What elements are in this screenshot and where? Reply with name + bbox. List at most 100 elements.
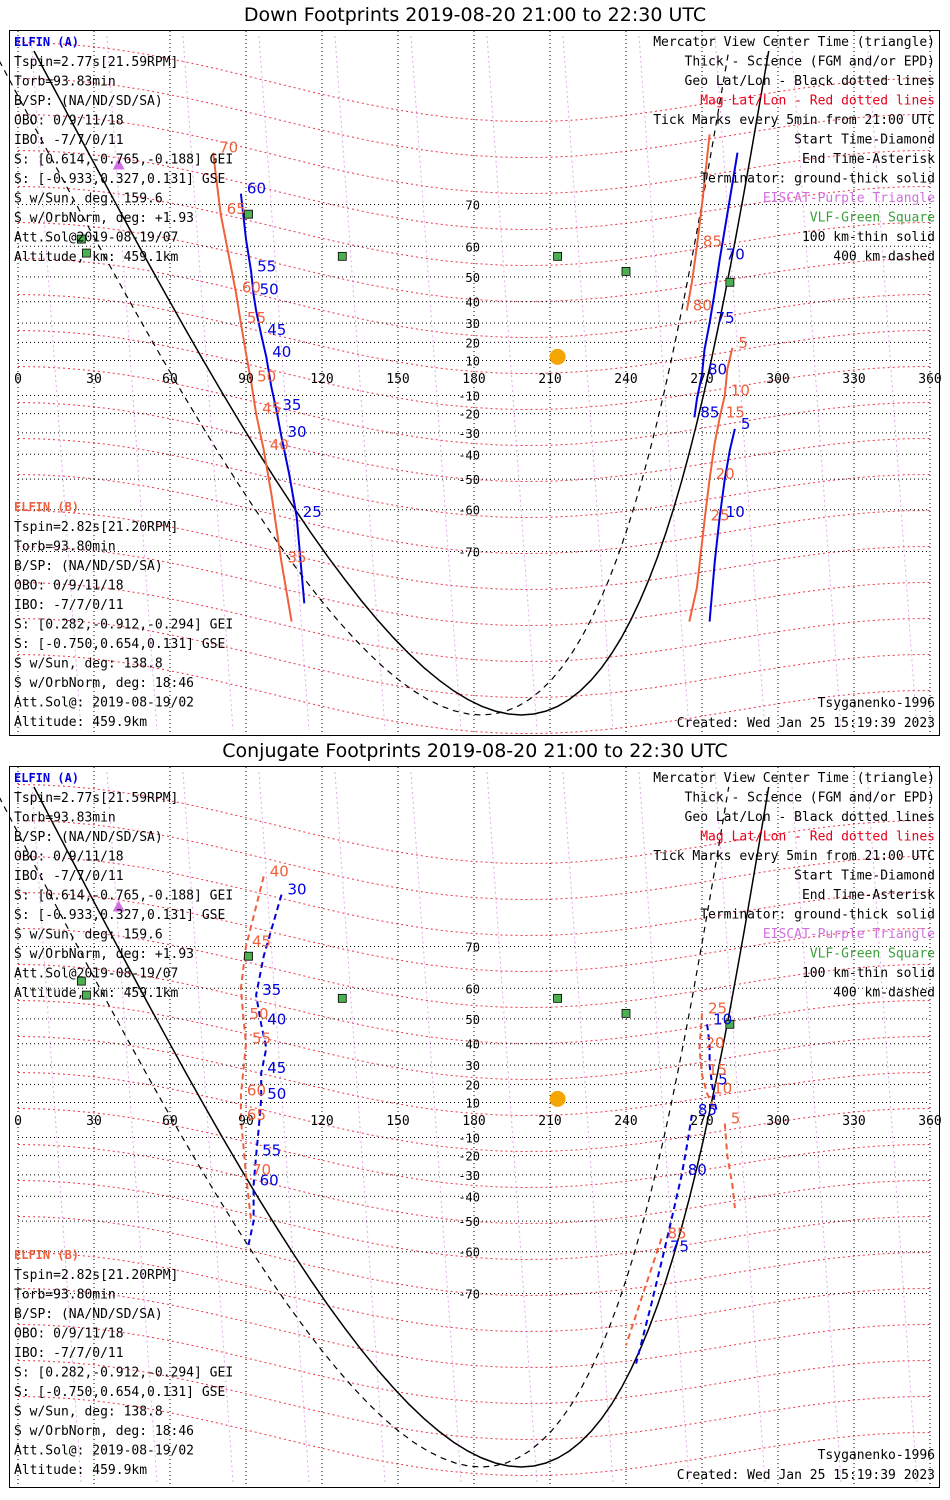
track-tick-label: 55 [257,257,276,275]
map-frame-down [9,30,940,736]
vlf-site-marker [337,251,347,261]
lon-tick-label: 90 [238,1114,254,1129]
model-label: Tsyganenko-1996 [818,1448,935,1463]
legend-entry: Terminator: ground-thick solid [700,172,935,187]
elfin-a-info-line: Tspin=2.77s[21.59RPM] [14,791,178,806]
elfin-a-info-line: S: [0.614,-0.765,-0.188] GEI [14,889,233,904]
vlf-site-marker [244,209,253,219]
track-tick-label: 15 [726,403,745,421]
track-tick-label: 45 [267,1059,286,1077]
elfin-b-label: ELFIN (B) [14,1248,79,1262]
lat-tick-label: -10 [458,390,480,404]
track-tick-label: 45 [267,321,286,339]
legend-entry: Start Time-Diamond [794,869,935,884]
mag-lon-line [562,35,614,731]
track-tick-label: 70 [726,245,745,263]
lat-tick-label: 30 [466,317,480,331]
elfin-a-info-line: B/SP: (NA/ND/SD/SA) [14,830,163,845]
vlf-site-marker [553,993,562,1003]
lat-tick-label: -60 [458,504,480,518]
elfin-b-info-line: B/SP: (NA/ND/SD/SA) [14,559,163,574]
elfin-a-info-line: S: [0.614,-0.765,-0.188] GEI [14,153,233,168]
legend-entry: 100 km-thin solid [802,230,935,245]
mag-lon-line [106,35,158,731]
track-tick-label: 55 [262,1142,281,1160]
legend-entry: Thick - Science (FGM and/or EPD) [685,55,935,70]
elfin-a-info-line: S w/Sun, deg: 159.6 [14,192,163,207]
lat-tick-label: -50 [458,1215,480,1229]
mag-lon-line [410,35,462,731]
eiscat-site-marker [112,900,125,912]
map-panel-1 [0,767,931,1487]
legend-entry: Tick Marks every 5min from 21:00 UTC [653,113,935,128]
track-tick-label: 55 [247,309,266,327]
elfin-a-info-line: S w/Sun, deg: 159.6 [14,928,163,943]
legend-entry: 400 km-dashed [833,986,935,1001]
track-tick-label: 5 [738,334,748,352]
track-tick-label: 10 [731,382,750,400]
track-tick-label: 25 [303,503,322,521]
footprint-track [723,1123,736,1209]
lat-tick-label: -60 [458,1246,480,1260]
lon-tick-label: 120 [310,1114,333,1129]
map-panel-0 [0,31,931,735]
mag-lon-line [790,771,842,1483]
mag-lon-line [562,771,614,1483]
elfin-b-info-line: Tspin=2.82s[21.20RPM] [14,520,178,535]
lon-tick-label: 240 [614,372,637,387]
legend-entry: 400 km-dashed [833,250,935,265]
eiscat-site-marker [112,158,125,170]
elfin-b-info-line: IBO: -7/7/0/11 [14,598,124,613]
elfin-a-label: ELFIN (A) [14,771,79,785]
legend-entry: End Time-Asterisk [802,152,935,167]
vlf-site-marker [82,990,91,1000]
track-tick-label: 30 [287,423,306,441]
track-tick-label: 25 [711,507,730,525]
elfin-a-info-line: Altitude, km: 459.1km [14,986,179,1001]
lat-tick-label: 40 [466,1038,480,1052]
footprint-track [247,894,283,1246]
track-tick-label: 50 [260,281,279,299]
mag-lon-line [410,771,462,1483]
track-tick-label: 35 [287,548,306,566]
track-tick-label: 85 [700,403,719,421]
footprint-track [635,1114,693,1364]
lat-tick-label: 60 [466,240,480,254]
lon-tick-label: 150 [386,372,409,387]
elfin-a-info-line: Torb=93.83min [14,811,116,826]
elfin-b-info-line: S w/Sun, deg: 138.8 [14,1405,163,1420]
terminator-ground [33,786,770,1468]
track-tick-label: 30 [287,881,306,899]
track-tick-label: 80 [708,361,727,379]
legend-entry: Mercator View Center Time (triangle) [653,771,935,786]
elfin-a-info-line: Tspin=2.77s[21.59RPM] [14,55,178,70]
lon-tick-label: 30 [86,372,102,387]
mag-lon-line [790,35,842,731]
lat-tick-label: -30 [458,427,480,441]
elfin-a-info-line: S: [-0.933,0.327,0.131] GSE [14,908,225,923]
track-tick-label: 5 [741,415,751,433]
panel-title-conjugate: Conjugate Footprints 2019-08-20 21:00 to… [222,740,728,762]
track-tick-label: 60 [260,1171,279,1189]
legend-entry: VLF-Green Square [810,947,935,962]
elfin-a-info-line: S w/OrbNorm, deg: +1.93 [14,947,194,962]
lat-tick-label: 10 [466,354,480,368]
lat-tick-label: 20 [466,336,480,350]
legend-entry: Tick Marks every 5min from 21:00 UTC [653,849,935,864]
lat-tick-label: 70 [466,198,480,212]
footprint-track [625,1238,663,1346]
track-tick-label: 35 [262,981,281,999]
lat-tick-label: -70 [458,1288,480,1302]
lon-tick-label: 210 [538,1114,561,1129]
track-tick-label: 40 [272,343,291,361]
track-tick-label: 75 [716,309,735,327]
track-tick-label: 65 [247,1106,266,1124]
track-tick-label: 20 [716,465,735,483]
legend-entry: Mag Lat/Lon - Red dotted lines [700,94,935,109]
elfin-b-label: ELFIN (B) [14,500,79,514]
lon-tick-label: 30 [86,1114,102,1129]
terminator-400km [0,50,730,716]
footprint-track [706,1024,719,1114]
track-tick-label: 10 [713,1010,732,1028]
lat-tick-label: 10 [466,1096,480,1110]
